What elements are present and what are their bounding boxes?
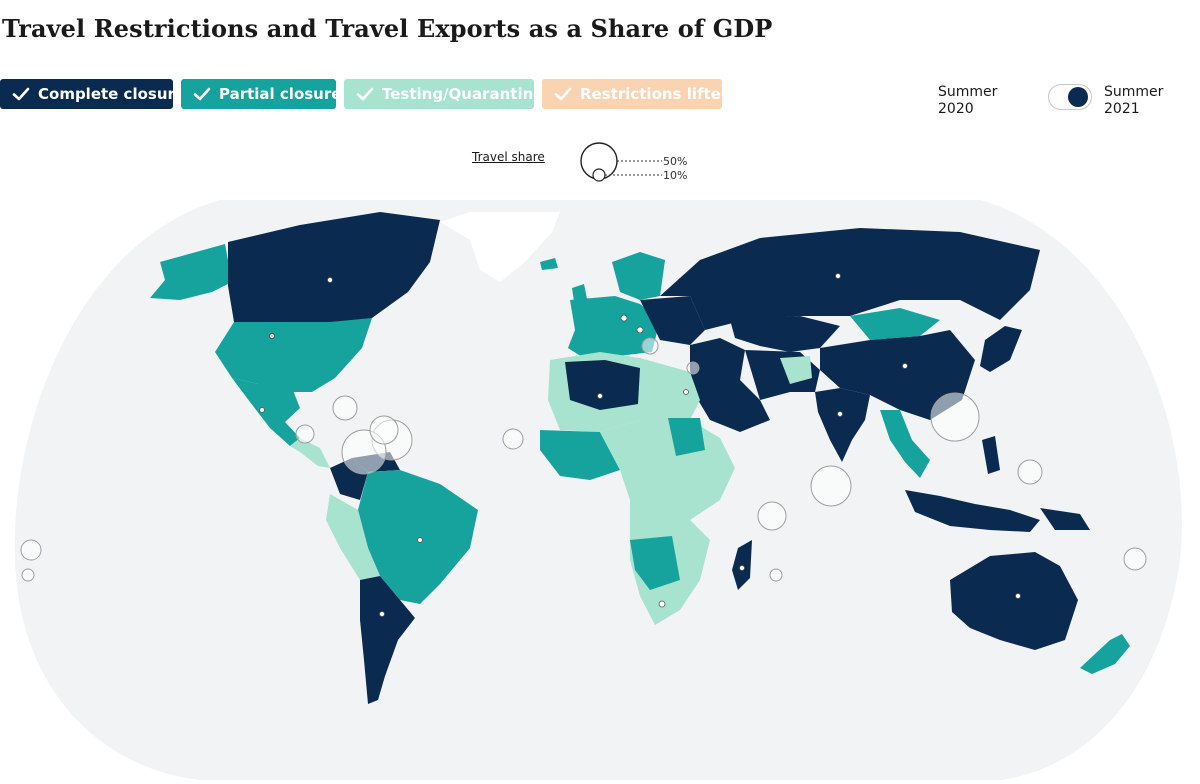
alaska — [150, 244, 232, 300]
iceland — [540, 258, 558, 270]
dot-mexico — [259, 407, 265, 413]
chart-title: Travel Restrictions and Travel Exports a… — [2, 14, 773, 43]
western-europe — [568, 296, 660, 362]
eastern-europe — [640, 296, 705, 345]
size-legend-large-value: 50% — [663, 155, 687, 168]
filter-label: Testing/Quarantine — [382, 85, 544, 103]
dot-usa — [269, 333, 275, 339]
middle-east — [690, 338, 770, 432]
australia — [950, 552, 1078, 650]
kazakhstan-central-asia — [730, 316, 840, 352]
dot-egypt — [683, 389, 689, 395]
dot-canada — [327, 277, 333, 283]
sudan — [668, 418, 705, 456]
dot-brazil — [417, 537, 423, 543]
bubble-size-legend: Travel share 50% 10% — [470, 142, 700, 186]
indonesia — [905, 490, 1040, 532]
west-africa — [540, 430, 620, 480]
filter-partial-closure[interactable]: Partial closure — [181, 79, 341, 109]
travel-share-bubbles — [20, 337, 1147, 582]
dot-algeria — [597, 393, 603, 399]
dot-argentina — [379, 611, 385, 617]
mexico — [232, 378, 300, 446]
bubble-montenegro — [641, 337, 659, 355]
bubble-caribbean-3 — [332, 395, 358, 421]
brazil — [358, 470, 478, 604]
size-legend-label[interactable]: Travel share — [472, 150, 545, 164]
bubble-palau — [1017, 459, 1043, 485]
dot-europe-2 — [636, 326, 644, 334]
filter-label: Complete closure — [38, 85, 186, 103]
toggle-knob[interactable] — [1068, 87, 1088, 107]
angola-zambia — [630, 536, 680, 590]
checkmark-icon — [356, 86, 374, 102]
size-legend-small-value: 10% — [663, 169, 687, 182]
japan-korea — [980, 326, 1022, 372]
algeria-libya — [565, 360, 640, 410]
world-map — [14, 200, 1182, 780]
new-guinea — [1040, 508, 1090, 530]
china — [820, 330, 975, 420]
bubble-mauritius — [769, 568, 783, 582]
bubble-cabo-verde — [502, 428, 524, 450]
filter-testing-quarantine[interactable]: Testing/Quarantine — [344, 79, 543, 109]
bubble-macao — [930, 392, 980, 442]
argentina-chile — [360, 576, 415, 704]
dot-china — [902, 363, 908, 369]
afghanistan — [780, 356, 812, 384]
dot-australia — [1015, 593, 1021, 599]
size-legend-graphic: 50% 10% — [580, 142, 687, 182]
dot-madagascar — [739, 565, 745, 571]
checkmark-icon — [193, 86, 211, 102]
bubble-cyprus — [686, 361, 700, 375]
filter-restrictions-lifted[interactable]: Restrictions lifted — [542, 79, 732, 109]
mongolia — [850, 308, 940, 340]
dot-europe-1 — [620, 314, 628, 322]
southeast-asia — [880, 410, 930, 478]
filter-label: Restrictions lifted — [580, 85, 732, 103]
uk — [572, 284, 588, 308]
united-states — [215, 318, 372, 392]
india — [815, 388, 870, 462]
checkmark-icon — [12, 86, 30, 102]
size-legend-small-circle — [592, 168, 606, 182]
bubble-maldives — [810, 465, 852, 507]
philippines — [982, 436, 1000, 474]
year-toggle: Summer 2020 Summer 2021 — [938, 84, 1178, 124]
year-toggle-switch[interactable] — [1048, 84, 1092, 110]
bubble-fiji — [1123, 547, 1147, 571]
russia — [660, 228, 1040, 330]
bubble-pacific-west — [20, 539, 42, 561]
peru-bolivia — [326, 494, 380, 580]
filter-label: Partial closure — [219, 85, 342, 103]
scandinavia — [612, 252, 665, 300]
canada — [228, 212, 440, 330]
greenland — [440, 212, 560, 282]
new-zealand — [1080, 634, 1130, 674]
small-country-dots — [259, 273, 1021, 617]
checkmark-icon — [554, 86, 572, 102]
restriction-filter-bar: Complete closure Partial closure Testing… — [0, 79, 732, 109]
filter-complete-closure[interactable]: Complete closure — [0, 79, 185, 109]
dot-south-africa — [658, 600, 666, 608]
madagascar — [732, 540, 752, 590]
bubble-central-america — [295, 424, 315, 444]
bubble-caribbean-4 — [369, 415, 399, 445]
bubble-seychelles — [757, 501, 787, 531]
dot-russia — [835, 273, 841, 279]
toggle-label-2021[interactable]: Summer 2021 — [1104, 84, 1164, 117]
toggle-label-2020[interactable]: Summer 2020 — [938, 84, 998, 117]
bubble-pacific-west-2 — [21, 568, 35, 582]
dot-india — [837, 411, 843, 417]
central-america — [290, 438, 330, 468]
